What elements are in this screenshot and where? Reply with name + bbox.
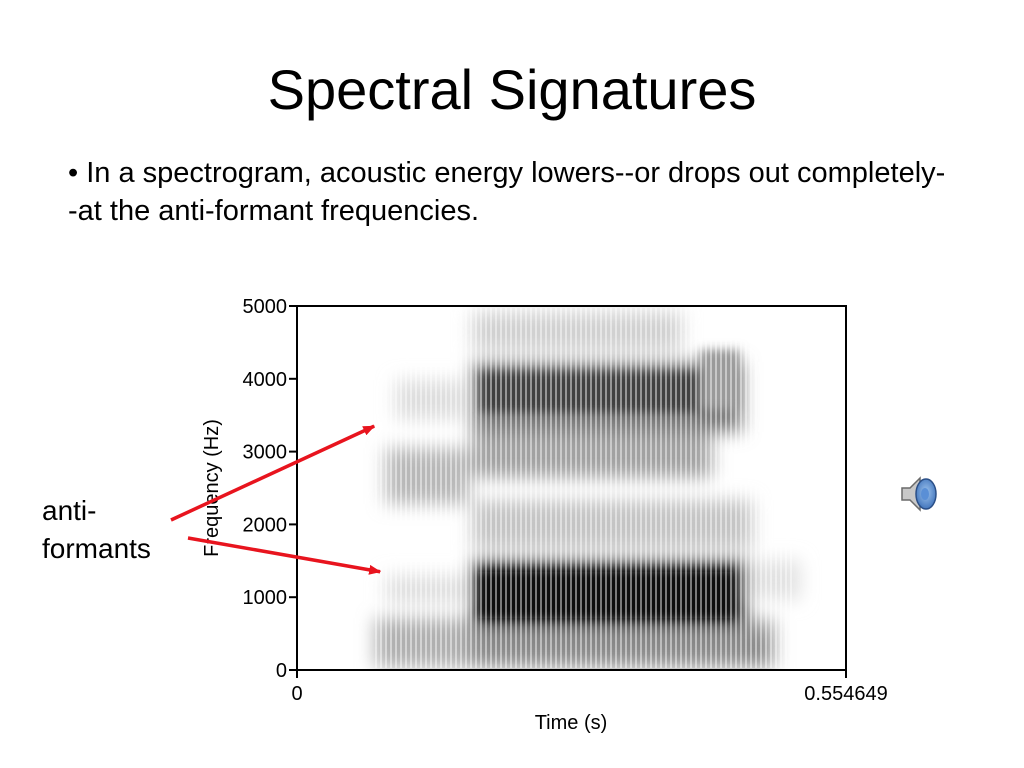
x-tick-label: 0.554649 (804, 683, 887, 705)
x-axis-title: Time (s) (535, 712, 608, 734)
callout-line-2: formants (42, 533, 151, 564)
plot-frame (296, 305, 847, 671)
y-axis-title: Frequency (Hz) (201, 419, 223, 557)
y-tick-label: 3000 (243, 442, 288, 464)
y-tick-label: 2000 (243, 514, 288, 536)
y-axis: 0 1000 2000 3000 4000 5000 (243, 296, 297, 682)
y-tick-label: 1000 (243, 587, 288, 609)
anti-formant-arrow-lower (187, 536, 382, 575)
slide-title: Spectral Signatures (267, 58, 757, 121)
anti-formant-arrow-upper (170, 424, 376, 522)
bullet-text: • In a spectrogram, acoustic energy lowe… (68, 157, 946, 227)
anti-formants-callout: anti- formants (42, 492, 151, 568)
speaker-audio-icon[interactable] (896, 470, 944, 518)
y-tick-label: 4000 (243, 369, 288, 391)
y-tick-label: 5000 (243, 296, 288, 318)
callout-line-1: anti- (42, 495, 97, 526)
x-axis: 0 0.554649 (291, 670, 888, 705)
y-tick-label: 0 (276, 660, 287, 682)
x-tick-label: 0 (291, 683, 302, 705)
spectrogram-image (297, 306, 846, 670)
